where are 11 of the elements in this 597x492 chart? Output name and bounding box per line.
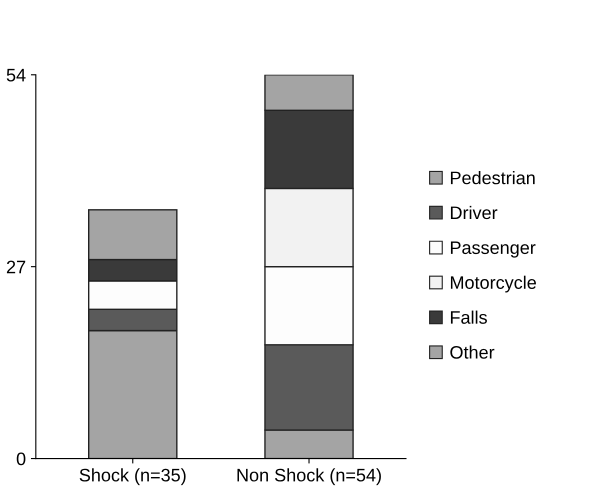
legend-label: Pedestrian: [450, 171, 535, 184]
legend-label: Other: [450, 345, 494, 359]
x-tick-label: Non Shock (n=54): [237, 468, 381, 486]
x-tick-label: Shock (n=35): [80, 468, 186, 486]
legend-label: Falls: [450, 310, 487, 324]
y-tick-label: 54: [6, 68, 26, 82]
legend-label: Motorcycle: [450, 276, 536, 293]
legend-label: Passenger: [450, 241, 536, 258]
y-tick-label: 27: [6, 260, 26, 274]
legend-label: Driver: [450, 206, 498, 220]
y-tick-label: 0: [16, 452, 26, 466]
